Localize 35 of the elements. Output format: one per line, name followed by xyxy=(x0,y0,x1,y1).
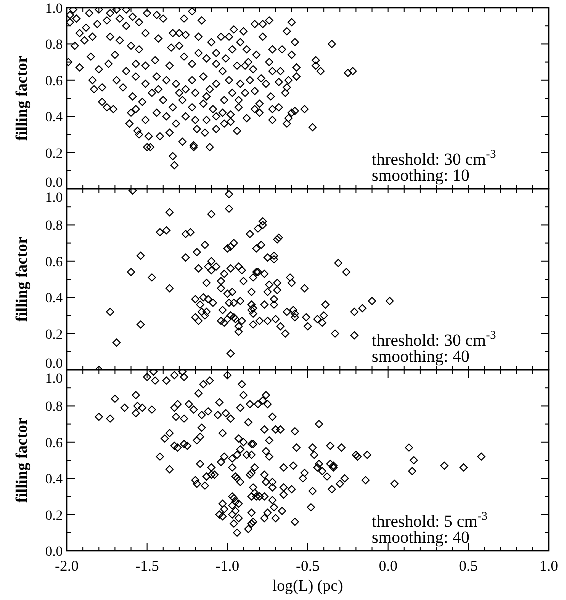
y-tick-label: 0.4 xyxy=(46,292,63,307)
y-tick-label: 0.6 xyxy=(46,436,63,452)
annotation: smoothing: 40 xyxy=(372,528,470,547)
y-tick-label: 0.2 xyxy=(46,146,63,162)
x-tick-label: -0.5 xyxy=(296,559,320,575)
y-axis-title: filling factor xyxy=(14,56,31,141)
x-tick-label: 1.0 xyxy=(540,559,558,575)
annotation: smoothing: 40 xyxy=(372,347,470,366)
x-tick-label: -2.0 xyxy=(55,559,79,575)
annotation: smoothing: 10 xyxy=(372,166,470,185)
y-tick-label: 0.6 xyxy=(46,255,63,270)
y-tick-label: 0.0 xyxy=(46,357,63,372)
y-tick-label: 1.0 xyxy=(46,191,63,206)
y-tick-label: 0.8 xyxy=(46,38,63,54)
y-axis-title: filling factor xyxy=(14,418,31,503)
annotation: threshold: 30 cm$^{-3}$ xyxy=(372,328,496,350)
y-tick-label: 1.0 xyxy=(46,2,63,17)
annotation: threshold: 30 cm$^{-3}$ xyxy=(372,147,496,169)
y-tick-label: 0.8 xyxy=(46,400,63,416)
x-tick-label: 0.5 xyxy=(459,559,478,575)
x-axis-title: log(L) (pc) xyxy=(272,578,344,595)
x-tick-label: 0.0 xyxy=(378,559,398,575)
x-tick-label: -1.0 xyxy=(216,559,240,575)
y-tick-label: 0.4 xyxy=(46,472,63,488)
y-tick-label: 1.0 xyxy=(46,372,63,387)
annotation: threshold: 5 cm$^{-3}$ xyxy=(372,509,488,531)
y-tick-label: 0.2 xyxy=(46,328,63,343)
y-tick-label: 0.0 xyxy=(46,176,63,191)
y-tick-label: 0.6 xyxy=(46,74,63,90)
y-axis-title: filling factor xyxy=(14,237,31,322)
y-tick-label: 0.8 xyxy=(46,219,63,234)
y-tick-label: 0.2 xyxy=(46,508,63,524)
x-tick-label: -1.5 xyxy=(135,559,160,575)
y-tick-label: 0.4 xyxy=(46,110,63,126)
y-tick-label: 0.0 xyxy=(46,545,63,560)
